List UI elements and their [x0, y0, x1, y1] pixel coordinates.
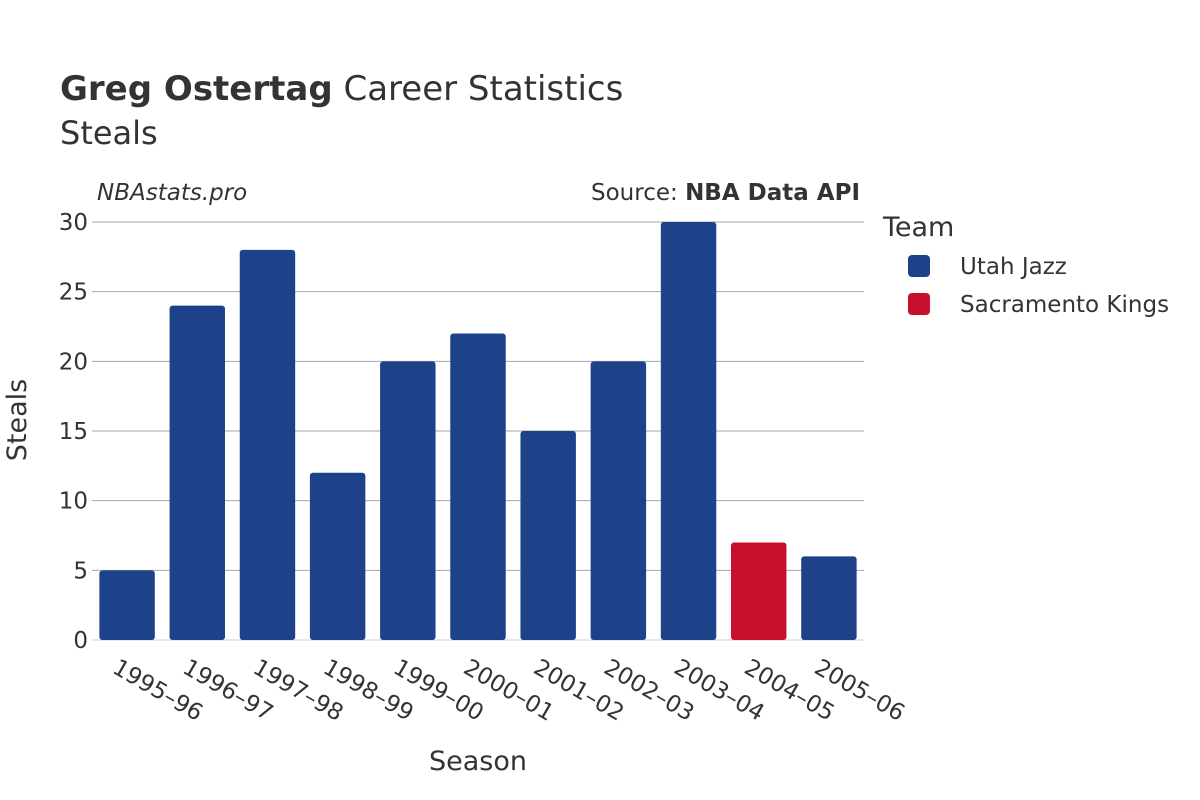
- legend-label: Sacramento Kings: [960, 292, 1169, 318]
- chart-subtitle: Steals: [60, 114, 158, 152]
- y-tick-label: 30: [59, 210, 88, 236]
- bar: [731, 542, 787, 640]
- y-tick-label: 20: [59, 349, 88, 375]
- y-tick-label: 5: [73, 558, 88, 584]
- y-axis-ticks: 0 5 10 15 20 25 30: [59, 210, 88, 654]
- bar: [450, 333, 506, 640]
- player-name: Greg Ostertag: [60, 69, 333, 109]
- bar: [380, 361, 436, 640]
- site-caption: NBAstats.pro: [97, 180, 247, 206]
- legend-swatch: [908, 255, 930, 277]
- source-name: NBA Data API: [685, 180, 860, 206]
- bar: [239, 249, 296, 640]
- bar: [801, 556, 857, 640]
- y-tick-label: 0: [73, 628, 88, 654]
- source-caption: Source: NBA Data API: [591, 180, 860, 206]
- legend-title: Team: [882, 212, 954, 243]
- bar: [520, 431, 576, 640]
- chart-title: Greg Ostertag Career Statistics: [60, 69, 623, 109]
- bar: [590, 361, 647, 640]
- bar: [309, 472, 366, 640]
- source-prefix: Source:: [591, 180, 685, 206]
- x-axis-title: Season: [429, 746, 527, 777]
- bar: [169, 305, 225, 640]
- y-tick-label: 15: [59, 419, 88, 445]
- title-suffix: Career Statistics: [333, 69, 624, 109]
- bar: [99, 570, 155, 640]
- y-tick-label: 10: [59, 489, 88, 515]
- legend: Team Utah Jazz Sacramento Kings: [882, 212, 1169, 318]
- legend-swatch: [908, 293, 930, 315]
- y-tick-label: 25: [59, 280, 88, 306]
- bars: [99, 222, 857, 640]
- bar: [660, 222, 717, 640]
- x-axis-ticks: 1995–961996–971997–981998–991999–002000–…: [108, 655, 909, 727]
- legend-label: Utah Jazz: [960, 254, 1067, 280]
- y-axis-title: Steals: [2, 379, 33, 461]
